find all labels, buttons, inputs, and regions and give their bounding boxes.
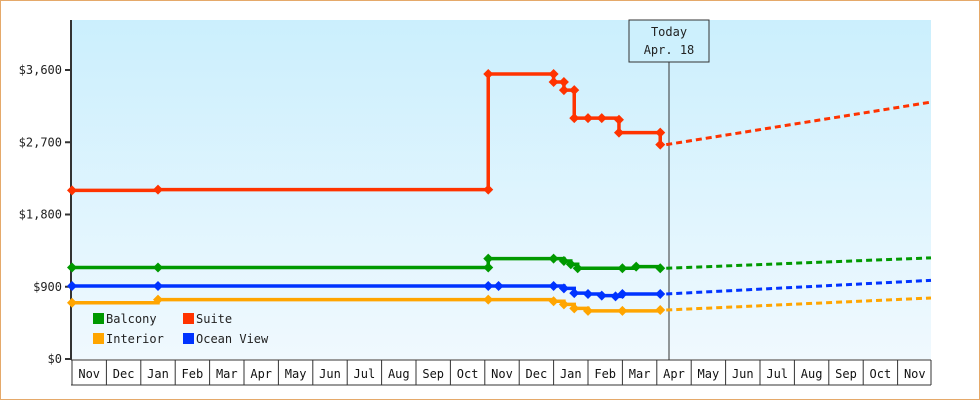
data-point-marker[interactable] <box>613 127 624 138</box>
legend-label[interactable]: Suite <box>196 312 232 326</box>
x-month-label: Nov <box>491 367 513 381</box>
y-tick-label: $1,800 <box>19 208 62 222</box>
x-month-label: Jun <box>319 367 341 381</box>
x-month-label: Jul <box>766 367 788 381</box>
data-point-marker[interactable] <box>655 305 666 316</box>
x-month-label: Apr <box>250 367 272 381</box>
series-interior <box>67 294 932 316</box>
data-point-marker[interactable] <box>596 113 607 124</box>
data-point-marker[interactable] <box>565 259 576 270</box>
legend-swatch-interior <box>93 333 104 344</box>
data-point-marker[interactable] <box>558 283 569 294</box>
data-point-marker[interactable] <box>153 294 163 305</box>
data-point-marker[interactable] <box>483 294 494 305</box>
x-month-label: Jan <box>560 367 582 381</box>
y-tick-label: $2,700 <box>19 135 62 149</box>
data-point-marker[interactable] <box>493 280 504 291</box>
data-point-marker[interactable] <box>67 262 77 273</box>
series-ocean-view <box>67 278 932 302</box>
data-point-marker[interactable] <box>153 280 163 291</box>
data-point-marker[interactable] <box>655 263 666 274</box>
legend-label[interactable]: Ocean View <box>196 332 269 346</box>
x-month-label: Jan <box>147 367 169 381</box>
x-month-label: Dec <box>113 367 135 381</box>
data-point-marker[interactable] <box>631 261 642 272</box>
data-point-marker[interactable] <box>569 85 580 96</box>
data-point-marker[interactable] <box>617 263 628 274</box>
data-point-marker[interactable] <box>596 290 607 301</box>
data-point-marker[interactable] <box>483 262 494 273</box>
data-point-marker[interactable] <box>548 280 559 291</box>
data-point-marker[interactable] <box>153 184 163 195</box>
today-label: Today <box>651 25 687 39</box>
series-suite <box>67 69 932 196</box>
x-month-label: Jul <box>354 367 376 381</box>
data-point-marker[interactable] <box>67 280 77 291</box>
data-point-marker[interactable] <box>655 288 666 299</box>
data-point-marker[interactable] <box>153 262 163 273</box>
y-tick-label: $3,600 <box>19 63 62 77</box>
legend-label[interactable]: Balcony <box>106 312 157 326</box>
data-point-marker[interactable] <box>569 113 580 124</box>
today-marker: Today Apr. 18 <box>628 19 710 360</box>
data-point-marker[interactable] <box>558 85 569 96</box>
data-point-marker[interactable] <box>583 288 593 299</box>
legend-swatch-suite <box>183 313 194 324</box>
data-point-marker[interactable] <box>548 296 559 307</box>
x-month-label: Mar <box>629 367 651 381</box>
x-month-label: Sep <box>422 367 444 381</box>
data-point-marker[interactable] <box>617 288 628 299</box>
legend: Balcony Suite Interior Ocean View <box>93 312 269 346</box>
x-month-label: Aug <box>801 367 823 381</box>
legend-swatch-balcony <box>93 313 104 324</box>
data-point-marker[interactable] <box>572 263 583 274</box>
x-month-label: Dec <box>526 367 548 381</box>
data-point-marker[interactable] <box>548 69 559 80</box>
data-point-marker[interactable] <box>569 303 580 314</box>
data-point-marker[interactable] <box>558 77 569 88</box>
x-month-label: Apr <box>663 367 685 381</box>
data-point-marker[interactable] <box>583 305 593 316</box>
data-point-marker[interactable] <box>655 139 666 150</box>
y-tick-label: $900 <box>33 280 62 294</box>
x-month-label: Nov <box>78 367 100 381</box>
data-point-marker[interactable] <box>558 256 569 267</box>
x-month-label: Oct <box>457 367 479 381</box>
series-balcony <box>67 253 932 274</box>
data-point-marker[interactable] <box>583 113 593 124</box>
data-point-marker[interactable] <box>655 127 666 138</box>
data-point-marker[interactable] <box>67 185 77 196</box>
x-month-label: May <box>698 367 720 381</box>
y-tick-label: $0 <box>48 352 62 366</box>
y-axis: $0 $900 $1,800 $2,700 $3,600 <box>19 20 72 366</box>
x-month-label: Nov <box>904 367 926 381</box>
x-month-label: Feb <box>594 367 616 381</box>
data-point-marker[interactable] <box>483 253 494 264</box>
legend-label[interactable]: Interior <box>106 332 164 346</box>
data-point-marker[interactable] <box>569 288 580 299</box>
x-axis: Nov Dec Jan Feb Mar Apr May Jun Jul Aug Sep Oct Nov D… <box>71 359 932 386</box>
data-point-marker[interactable] <box>613 114 624 125</box>
x-month-label: Sep <box>835 367 857 381</box>
data-point-marker[interactable] <box>483 69 494 80</box>
today-date: Apr. 18 <box>644 43 695 57</box>
x-month-label: Feb <box>182 367 204 381</box>
data-point-marker[interactable] <box>483 184 494 195</box>
series-layer <box>67 69 932 316</box>
data-point-marker[interactable] <box>548 253 559 264</box>
x-month-label: Aug <box>388 367 410 381</box>
x-month-label: May <box>285 367 307 381</box>
data-point-marker[interactable] <box>617 305 628 316</box>
x-month-label: Mar <box>216 367 238 381</box>
data-point-marker[interactable] <box>67 297 77 308</box>
data-point-marker[interactable] <box>483 280 494 291</box>
data-point-marker[interactable] <box>558 299 569 310</box>
legend-swatch-ocean-view <box>183 333 194 344</box>
x-month-label: Jun <box>732 367 754 381</box>
data-point-marker[interactable] <box>548 77 559 88</box>
x-month-label: Oct <box>870 367 892 381</box>
